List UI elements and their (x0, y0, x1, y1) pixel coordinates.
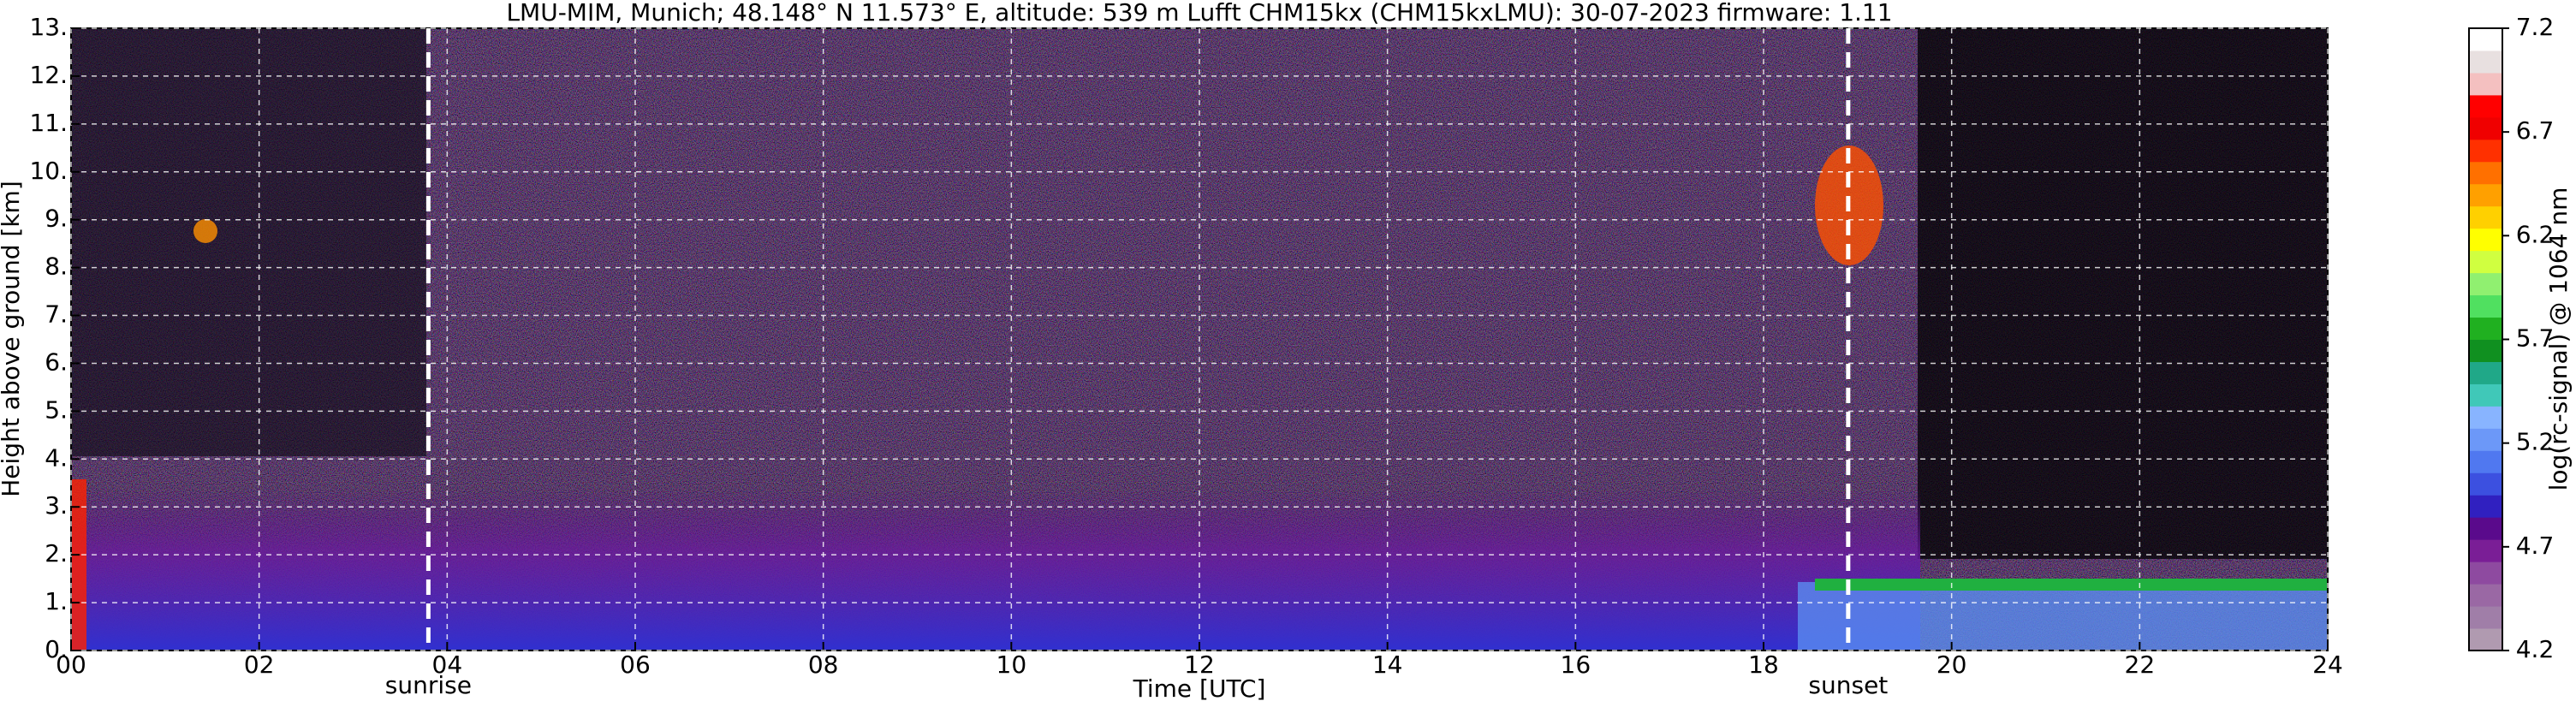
colorbar-swatch (2469, 406, 2502, 429)
colorbar-swatch (2469, 228, 2502, 252)
colorbar-swatch (2469, 50, 2502, 74)
x-tick-label: 00 (56, 651, 86, 679)
field-dark-region (1918, 28, 2328, 559)
colorbar-swatch (2469, 250, 2502, 274)
colorbar-swatch (2469, 628, 2502, 651)
colorbar-tick-label: 4.2 (2516, 635, 2555, 663)
colorbar-swatch (2469, 72, 2502, 96)
x-tick-label: 12 (1184, 651, 1215, 679)
x-tick-label: 08 (808, 651, 839, 679)
colorbar-label: log(rc-signal) @ 1064 nm (2544, 187, 2573, 491)
x-tick-label: 04 (432, 651, 463, 679)
colorbar-swatch (2469, 517, 2502, 540)
colorbar-swatch (2469, 584, 2502, 607)
y-tick-label: 3. (45, 491, 68, 520)
colorbar-swatch (2469, 28, 2502, 51)
y-tick-label: 10. (29, 157, 68, 185)
colorbar-swatch (2469, 94, 2502, 118)
y-tick-label: 13. (29, 13, 68, 41)
x-tick-label: 20 (1936, 651, 1967, 679)
field-boundary-layer (1798, 582, 2328, 651)
y-axis-label: Height above ground [km] (0, 181, 25, 497)
chart-title: LMU-MIM, Munich; 48.148° N 11.573° E, al… (506, 0, 1892, 27)
x-tick-label: 06 (620, 651, 651, 679)
colorbar-swatch (2469, 339, 2502, 362)
y-tick-label: 12. (29, 61, 68, 89)
y-tick-label: 4. (45, 443, 68, 472)
annotation-label: sunrise (385, 671, 472, 699)
x-axis-label: Time [UTC] (1133, 674, 1266, 703)
y-tick-label: 7. (45, 300, 68, 329)
y-tick-label: 0. (45, 635, 68, 663)
colorbar-swatch (2469, 428, 2502, 451)
y-tick-label: 8. (45, 253, 68, 281)
colorbar-tick-label: 6.2 (2516, 220, 2555, 248)
colorbar-swatch (2469, 161, 2502, 185)
x-tick-label: 24 (2312, 651, 2343, 679)
field-cloud (193, 219, 217, 243)
colorbar-swatch (2469, 317, 2502, 340)
y-tick-label: 11. (29, 109, 68, 137)
colorbar-swatch (2469, 472, 2502, 496)
x-tick-label: 18 (1748, 651, 1779, 679)
colorbar-tick-label: 7.2 (2516, 13, 2555, 41)
colorbar-swatch (2469, 361, 2502, 384)
y-tick-label: 1. (45, 587, 68, 615)
colorbar-tick-label: 4.7 (2516, 532, 2555, 560)
colorbar-swatch (2469, 294, 2502, 318)
annotation-label: sunset (1808, 671, 1888, 699)
y-tick-label: 5. (45, 395, 68, 424)
x-tick-label: 16 (1561, 651, 1591, 679)
colorbar-swatch (2469, 139, 2502, 163)
colorbar-swatch (2469, 539, 2502, 562)
field-cloud (71, 479, 86, 651)
colorbar-swatch (2469, 561, 2502, 585)
x-tick-label: 22 (2125, 651, 2156, 679)
field-boundary-layer (71, 488, 1920, 651)
colorbar-swatch (2469, 205, 2502, 229)
colorbar-swatch (2469, 272, 2502, 296)
colorbar-tick-label: 5.7 (2516, 324, 2555, 353)
field-dark-region (71, 28, 426, 456)
field-layer (1815, 579, 2328, 591)
colorbar-swatch (2469, 606, 2502, 629)
y-tick-label: 9. (45, 205, 68, 233)
x-tick-label: 10 (996, 651, 1027, 679)
x-tick-label: 02 (244, 651, 275, 679)
y-tick-label: 6. (45, 348, 68, 376)
colorbar-tick-label: 5.2 (2516, 428, 2555, 456)
colorbar-swatch (2469, 383, 2502, 407)
colorbar-swatch (2469, 450, 2502, 473)
colorbar-tick-label: 6.7 (2516, 116, 2555, 145)
y-tick-label: 2. (45, 539, 68, 567)
colorbar-swatch (2469, 116, 2502, 140)
x-tick-label: 14 (1372, 651, 1403, 679)
colorbar-swatch (2469, 183, 2502, 207)
colorbar-swatch (2469, 495, 2502, 518)
